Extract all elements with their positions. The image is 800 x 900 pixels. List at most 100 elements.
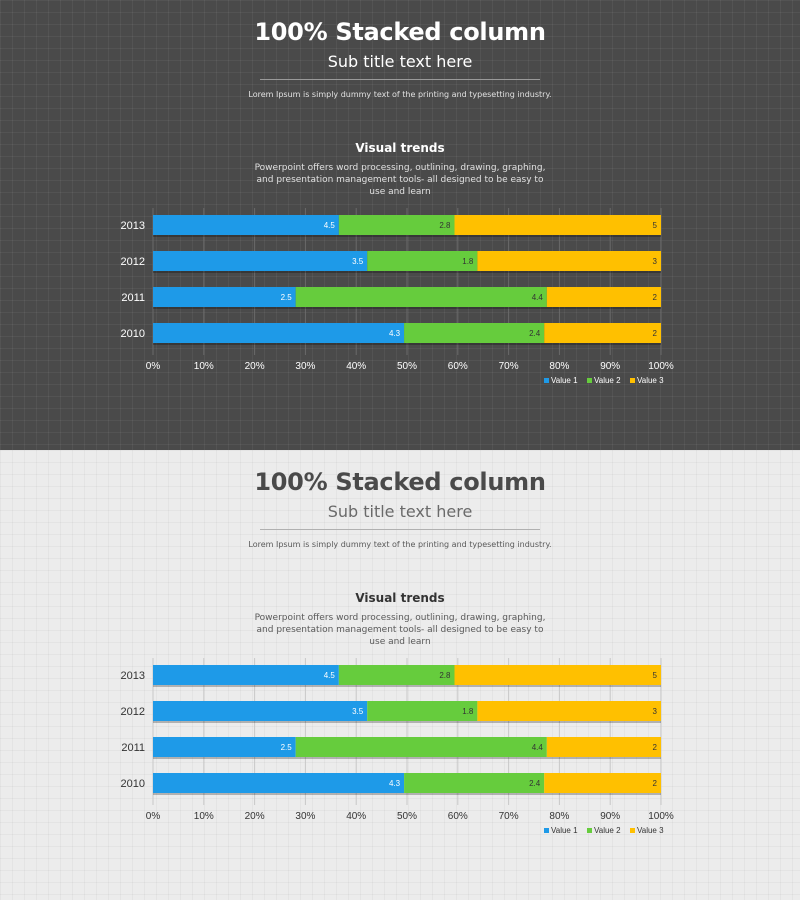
- slide-title: 100% Stacked column: [254, 18, 546, 46]
- data-label: 4.3: [389, 329, 401, 338]
- bar-segment-2: [295, 287, 547, 307]
- category-label: 2010: [121, 328, 145, 340]
- data-label: 4.4: [532, 743, 544, 752]
- bar-segment-3: [546, 737, 661, 757]
- x-tick-label: 30%: [295, 811, 315, 822]
- bar-segment-3: [454, 215, 661, 235]
- slide-subtitle: Sub title text here: [327, 52, 473, 71]
- bar-shadow: [153, 271, 661, 273]
- x-tick-label: 60%: [448, 811, 468, 822]
- data-label: 5: [653, 221, 658, 230]
- data-label: 2.4: [529, 329, 541, 338]
- bar-segment-3: [544, 323, 661, 343]
- x-tick-label: 90%: [600, 811, 620, 822]
- title-divider: [260, 529, 540, 530]
- bar-shadow: [153, 793, 661, 795]
- legend-swatch: [630, 828, 635, 833]
- bar-segment-2: [338, 215, 455, 235]
- slide-title: 100% Stacked column: [254, 468, 546, 496]
- bar-segment-2: [338, 665, 455, 685]
- category-label: 2011: [121, 742, 145, 754]
- legend-swatch: [587, 828, 592, 833]
- category-label: 2010: [121, 778, 145, 790]
- x-tick-label: 0%: [146, 361, 161, 372]
- bar-shadow: [153, 235, 661, 237]
- slide-description: Lorem Ipsum is simply dummy text of the …: [248, 90, 552, 99]
- legend-swatch: [587, 378, 592, 383]
- x-tick-label: 50%: [397, 361, 417, 372]
- dark-slide: 100% Stacked column Sub title text here …: [0, 0, 800, 450]
- bar-shadow: [153, 307, 661, 309]
- section-description: Powerpoint offers word processing, outli…: [254, 613, 546, 647]
- x-tick-label: 30%: [295, 361, 315, 372]
- section-title: Visual trends: [355, 591, 445, 605]
- x-tick-label: 10%: [194, 811, 214, 822]
- legend-swatch: [630, 378, 635, 383]
- legend-label: Value 3: [637, 826, 664, 835]
- data-label: 2: [653, 743, 658, 752]
- section-title: Visual trends: [355, 141, 445, 155]
- x-tick-label: 100%: [648, 361, 674, 372]
- data-label: 4.5: [324, 671, 336, 680]
- x-tick-label: 20%: [245, 811, 265, 822]
- data-label: 5: [653, 671, 658, 680]
- bar-segment-3: [477, 251, 661, 271]
- category-label: 2013: [121, 670, 145, 682]
- bar-segment-1: [153, 665, 339, 685]
- section-description: Powerpoint offers word processing, outli…: [254, 163, 546, 197]
- bar-segment-2: [404, 773, 545, 793]
- bar-segment-1: [153, 773, 405, 793]
- legend-label: Value 3: [637, 376, 664, 385]
- bar-segment-2: [404, 323, 545, 343]
- slide-description: Lorem Ipsum is simply dummy text of the …: [248, 540, 552, 549]
- data-label: 3.5: [352, 257, 364, 266]
- bar-segment-2: [367, 251, 478, 271]
- x-tick-label: 90%: [600, 361, 620, 372]
- data-label: 1.8: [462, 707, 474, 716]
- data-label: 2.5: [281, 293, 293, 302]
- bar-segment-2: [295, 737, 547, 757]
- stacked-bar-chart: 4.5 2.8 5 2013 3.5 1.8 3 2012 2.5 4.4 2 2011 4.3 2.4 2…: [121, 658, 674, 835]
- x-tick-label: 40%: [346, 361, 366, 372]
- legend-swatch: [544, 378, 549, 383]
- slide-subtitle: Sub title text here: [327, 502, 473, 521]
- data-label: 2.4: [529, 779, 541, 788]
- light-slide: 100% Stacked column Sub title text here …: [0, 450, 800, 900]
- category-label: 2012: [121, 706, 145, 718]
- data-label: 4.3: [389, 779, 401, 788]
- data-label: 2: [653, 329, 658, 338]
- legend-swatch: [544, 828, 549, 833]
- category-label: 2012: [121, 256, 145, 268]
- bar-segment-1: [153, 251, 368, 271]
- bar-shadow: [153, 721, 661, 723]
- bar-segment-3: [544, 773, 661, 793]
- legend-label: Value 1: [551, 826, 578, 835]
- category-label: 2013: [121, 220, 145, 232]
- x-tick-label: 60%: [448, 361, 468, 372]
- x-tick-label: 10%: [194, 361, 214, 372]
- bar-segment-3: [546, 287, 661, 307]
- x-tick-label: 100%: [648, 811, 674, 822]
- bar-segment-1: [153, 737, 296, 757]
- bar-segment-3: [477, 701, 661, 721]
- x-tick-label: 40%: [346, 811, 366, 822]
- data-label: 4.4: [532, 293, 544, 302]
- data-label: 2.8: [439, 221, 451, 230]
- x-tick-label: 50%: [397, 811, 417, 822]
- bar-segment-1: [153, 287, 296, 307]
- stacked-bar-chart: 4.5 2.8 5 2013 3.5 1.8 3 2012 2.5 4.4 2 2011 4.3 2.4 2…: [121, 208, 674, 385]
- data-label: 2.5: [281, 743, 293, 752]
- data-label: 1.8: [462, 257, 474, 266]
- legend-label: Value 1: [551, 376, 578, 385]
- legend-label: Value 2: [594, 826, 621, 835]
- bar-segment-1: [153, 323, 405, 343]
- data-label: 4.5: [324, 221, 336, 230]
- data-label: 2.8: [439, 671, 451, 680]
- bar-segment-1: [153, 215, 339, 235]
- x-tick-label: 80%: [549, 811, 569, 822]
- bar-segment-2: [367, 701, 478, 721]
- data-label: 3: [653, 707, 658, 716]
- x-tick-label: 0%: [146, 811, 161, 822]
- x-tick-label: 70%: [499, 811, 519, 822]
- data-label: 2: [653, 293, 658, 302]
